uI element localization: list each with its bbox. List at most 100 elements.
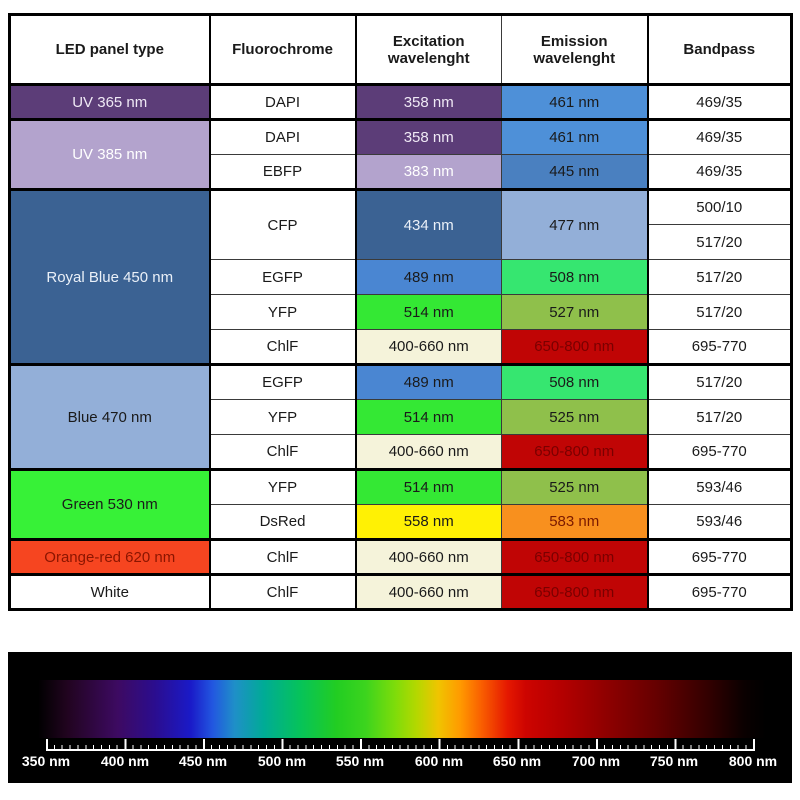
- cell-bandpass: 695-770: [646, 434, 792, 471]
- cell-fluorochrome: ChlF: [208, 329, 356, 366]
- spectrum-tick-label: 800 nm: [728, 753, 778, 769]
- cell-bandpass: 593/46: [646, 469, 792, 505]
- cell-fluorochrome: CFP: [208, 189, 356, 260]
- spectrum-tick-label: 500 nm: [257, 753, 307, 769]
- table-row: DsRed 558 nm 583 nm 593/46: [10, 504, 792, 541]
- cell-emission: 477 nm: [501, 189, 648, 260]
- cell-excitation: 489 nm: [354, 259, 502, 295]
- cell-led-type: Orange-red 620 nm: [9, 539, 210, 576]
- cell-led-type: White: [9, 574, 210, 611]
- table-row: White ChlF 400-660 nm 650-800 nm 695-770: [9, 574, 792, 611]
- cell-bandpass: 695-770: [646, 574, 792, 611]
- cell-bandpass: 469/35: [646, 154, 792, 191]
- cell-fluorochrome: YFP: [208, 469, 356, 505]
- table-row: Green 530 nm YFP 514 nm 525 nm 593/46: [9, 469, 792, 541]
- cell-bandpass: 500/10: [646, 189, 792, 225]
- table-row: UV 385 nm DAPI 358 nm 461 nm 469/35: [9, 119, 792, 191]
- cell-led-type: UV 365 nm: [9, 84, 210, 121]
- cell-fluorochrome: YFP: [208, 399, 356, 435]
- cell-excitation: 358 nm: [354, 84, 502, 121]
- cell-excitation: 558 nm: [354, 504, 502, 541]
- table-row: EBFP 383 nm 445 nm 469/35: [10, 154, 792, 191]
- cell-bandpass: 695-770: [646, 539, 792, 576]
- cell-bandpass: 695-770: [646, 329, 792, 366]
- cell-bandpass: 517/20: [646, 399, 792, 435]
- spectrum-tick-label: 450 nm: [178, 753, 228, 769]
- cell-fluorochrome: EGFP: [208, 259, 356, 295]
- spectrum-tick-label: 750 nm: [649, 753, 699, 769]
- spectrum-panel: 350 nm 400 nm 450 nm 500 nm 550 nm 600 n…: [8, 652, 792, 783]
- cell-excitation: 434 nm: [354, 189, 502, 260]
- table-row: YFP 514 nm 527 nm 517/20: [10, 294, 792, 330]
- table-row: Orange-red 620 nm ChlF 400-660 nm 650-80…: [9, 539, 792, 576]
- cell-emission: 461 nm: [501, 119, 648, 155]
- cell-bandpass: 469/35: [646, 84, 792, 121]
- cell-excitation: 400-660 nm: [354, 434, 502, 471]
- header-bandpass: Bandpass: [646, 13, 792, 86]
- cell-excitation: 400-660 nm: [354, 329, 502, 366]
- cell-emission: 650-800 nm: [501, 434, 648, 471]
- cell-emission: 445 nm: [501, 154, 648, 191]
- cell-fluorochrome: ChlF: [208, 539, 356, 576]
- cell-fluorochrome: EGFP: [208, 364, 356, 400]
- cell-fluorochrome: ChlF: [208, 574, 356, 611]
- spectrum-ruler: [46, 738, 755, 751]
- cell-excitation: 514 nm: [354, 399, 502, 435]
- led-fluorochrome-table-wrap: LED panel type Fluorochrome Excitation w…: [8, 13, 793, 611]
- cell-excitation: 383 nm: [354, 154, 502, 191]
- cell-fluorochrome: DAPI: [208, 119, 356, 155]
- spectrum-tick-label: 400 nm: [100, 753, 150, 769]
- cell-fluorochrome: YFP: [208, 294, 356, 330]
- cell-excitation: 400-660 nm: [354, 539, 502, 576]
- cell-emission: 525 nm: [501, 469, 648, 505]
- table-row: YFP 514 nm 525 nm 517/20: [10, 399, 792, 435]
- table-row: 517/20: [10, 224, 792, 260]
- spectrum-tick-label: 700 nm: [571, 753, 621, 769]
- table-row: UV 365 nm DAPI 358 nm 461 nm 469/35: [9, 84, 792, 121]
- led-fluorochrome-table: LED panel type Fluorochrome Excitation w…: [8, 13, 793, 611]
- cell-led-type: Blue 470 nm: [9, 364, 210, 471]
- cell-fluorochrome: DAPI: [208, 84, 356, 121]
- cell-excitation: 514 nm: [354, 294, 502, 330]
- cell-excitation: 400-660 nm: [354, 574, 502, 611]
- ruler-baseline: [46, 749, 755, 751]
- cell-bandpass: 517/20: [646, 224, 792, 260]
- header-excitation-wavelength: Excitation wavelenght: [354, 13, 502, 86]
- cell-emission: 583 nm: [501, 504, 648, 541]
- cell-emission: 650-800 nm: [501, 329, 648, 366]
- cell-excitation: 489 nm: [354, 364, 502, 400]
- header-fluorochrome: Fluorochrome: [208, 13, 356, 86]
- cell-emission: 461 nm: [501, 84, 648, 121]
- spectrum-tick-label: 600 nm: [414, 753, 464, 769]
- cell-led-type: Royal Blue 450 nm: [9, 189, 210, 366]
- table-row: Royal Blue 450 nm CFP 434 nm 477 nm 500/…: [9, 189, 792, 366]
- cell-bandpass: 517/20: [646, 259, 792, 295]
- spectrum-gradient-bar: [38, 680, 766, 738]
- cell-emission: 508 nm: [501, 259, 648, 295]
- table-row: ChlF 400-660 nm 650-800 nm 695-770: [10, 329, 792, 366]
- cell-bandpass: 517/20: [646, 294, 792, 330]
- cell-emission: 525 nm: [501, 399, 648, 435]
- cell-bandpass: 517/20: [646, 364, 792, 400]
- cell-emission: 650-800 nm: [501, 539, 648, 576]
- cell-excitation: 358 nm: [354, 119, 502, 155]
- cell-emission: 527 nm: [501, 294, 648, 330]
- cell-fluorochrome: ChlF: [208, 434, 356, 471]
- spectrum-tick-label: 350 nm: [21, 753, 71, 769]
- table-row: Blue 470 nm EGFP 489 nm 508 nm 517/20: [9, 364, 792, 471]
- header-led-panel-type: LED panel type: [8, 13, 210, 86]
- table-row: EGFP 489 nm 508 nm 517/20: [10, 259, 792, 295]
- cell-led-type: Green 530 nm: [9, 469, 210, 541]
- header-row: LED panel type Fluorochrome Excitation w…: [8, 13, 792, 86]
- cell-led-type: UV 385 nm: [9, 119, 210, 191]
- cell-fluorochrome: DsRed: [208, 504, 356, 541]
- cell-bandpass: 593/46: [646, 504, 792, 541]
- cell-fluorochrome: EBFP: [208, 154, 356, 191]
- spectrum-tick-label: 550 nm: [335, 753, 385, 769]
- spectrum-tick-label: 650 nm: [492, 753, 542, 769]
- header-emission-wavelength: Emission wavelenght: [501, 13, 648, 86]
- ruler-major-ticks: [46, 739, 755, 749]
- table-row: ChlF 400-660 nm 650-800 nm 695-770: [10, 434, 792, 471]
- cell-emission: 650-800 nm: [501, 574, 648, 611]
